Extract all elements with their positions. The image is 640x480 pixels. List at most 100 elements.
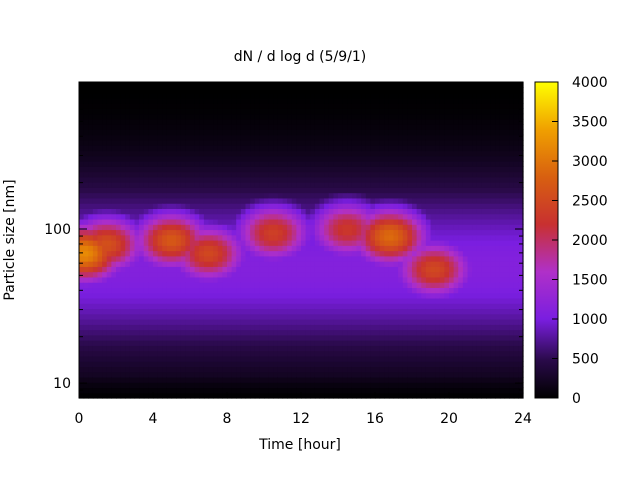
- heatmap-cell: [379, 213, 385, 220]
- heatmap-cell: [356, 313, 362, 320]
- heatmap-cell: [259, 255, 265, 262]
- heatmap-cell: [402, 218, 408, 225]
- heatmap-cell: [402, 319, 408, 325]
- heatmap-cell: [190, 208, 196, 215]
- heatmap-cell: [342, 282, 348, 288]
- heatmap-cell: [421, 97, 427, 104]
- heatmap-cell: [176, 103, 182, 109]
- heatmap-cell: [421, 108, 427, 115]
- heatmap-cell: [134, 276, 140, 283]
- heatmap-cell: [351, 387, 358, 394]
- heatmap-cell: [176, 118, 182, 125]
- heatmap-cell: [125, 87, 131, 94]
- heatmap-cell: [83, 113, 89, 120]
- heatmap-cell: [120, 176, 126, 183]
- heatmap-cell: [365, 224, 371, 231]
- heatmap-cell: [439, 176, 445, 183]
- heatmap-cell: [208, 87, 214, 94]
- heatmap-cell: [351, 313, 358, 320]
- heatmap-cell: [236, 134, 242, 141]
- heatmap-cell: [398, 203, 404, 209]
- heatmap-cell: [333, 197, 339, 204]
- heatmap-cell: [139, 350, 145, 357]
- heatmap-cell: [254, 87, 260, 94]
- heatmap-cell: [176, 161, 182, 167]
- heatmap-cell: [166, 240, 173, 246]
- heatmap-cell: [356, 287, 362, 294]
- heatmap-cell: [398, 129, 404, 136]
- heatmap-cell: [134, 97, 140, 104]
- heatmap-cell: [435, 297, 441, 304]
- heatmap-cell: [370, 229, 376, 236]
- heatmap-cell: [361, 224, 367, 231]
- heatmap-cell: [453, 340, 459, 346]
- heatmap-cell: [153, 108, 159, 115]
- heatmap-cell: [102, 308, 108, 315]
- heatmap-cell: [134, 345, 140, 352]
- heatmap-cell: [425, 182, 432, 188]
- heatmap-cell: [176, 361, 182, 367]
- heatmap-cell: [301, 103, 307, 109]
- heatmap-cell: [111, 203, 117, 209]
- heatmap-cell: [254, 145, 260, 152]
- heatmap-cell: [157, 150, 163, 157]
- heatmap-cell: [153, 282, 159, 288]
- heatmap-cell: [398, 187, 404, 194]
- heatmap-cell: [416, 155, 422, 162]
- heatmap-cell: [245, 240, 251, 246]
- heatmap-cell: [449, 103, 455, 109]
- heatmap-cell: [287, 176, 293, 183]
- heatmap-cell: [227, 176, 233, 183]
- heatmap-cell: [254, 266, 260, 273]
- heatmap-cell: [370, 182, 376, 188]
- heatmap-cell: [171, 197, 177, 204]
- heatmap-cell: [347, 255, 353, 262]
- heatmap-cell: [305, 266, 311, 273]
- heatmap-cell: [227, 187, 233, 194]
- heatmap-cell: [305, 361, 311, 367]
- heatmap-cell: [398, 334, 404, 341]
- heatmap-cell: [139, 240, 145, 246]
- heatmap-cell: [203, 218, 210, 225]
- heatmap-cell: [393, 97, 399, 104]
- heatmap-cell: [79, 203, 85, 209]
- heatmap-cell: [458, 297, 464, 304]
- heatmap-cell: [453, 203, 459, 209]
- heatmap-cell: [83, 366, 89, 373]
- heatmap-cell: [102, 292, 108, 299]
- heatmap-cell: [277, 155, 284, 162]
- heatmap-cell: [425, 282, 432, 288]
- heatmap-cell: [92, 208, 99, 215]
- heatmap-cell: [388, 371, 395, 378]
- heatmap-cell: [407, 308, 413, 315]
- heatmap-cell: [185, 292, 191, 299]
- heatmap-cell: [425, 366, 432, 373]
- heatmap-cell: [314, 319, 321, 325]
- heatmap-cell: [384, 108, 390, 115]
- heatmap-cell: [361, 255, 367, 262]
- heatmap-cell: [296, 366, 302, 373]
- heatmap-cell: [384, 124, 390, 130]
- heatmap-cell: [88, 308, 94, 315]
- heatmap-cell: [240, 229, 247, 236]
- heatmap-cell: [351, 155, 358, 162]
- heatmap-cell: [338, 329, 344, 336]
- heatmap-cell: [190, 113, 196, 120]
- heatmap-cell: [143, 245, 149, 252]
- heatmap-cell: [83, 303, 89, 310]
- heatmap-cell: [102, 287, 108, 294]
- heatmap-cell: [106, 103, 112, 109]
- heatmap-cell: [190, 292, 196, 299]
- heatmap-cell: [250, 266, 256, 273]
- heatmap-cell: [296, 245, 302, 252]
- heatmap-cell: [190, 213, 196, 220]
- heatmap-cell: [444, 313, 450, 320]
- heatmap-cell: [240, 218, 247, 225]
- heatmap-cell: [365, 97, 371, 104]
- heatmap-cell: [384, 350, 390, 357]
- heatmap-cell: [375, 103, 381, 109]
- heatmap-cell: [231, 192, 237, 199]
- heatmap-cell: [342, 287, 348, 294]
- heatmap-cell: [277, 282, 284, 288]
- heatmap-cell: [134, 166, 140, 173]
